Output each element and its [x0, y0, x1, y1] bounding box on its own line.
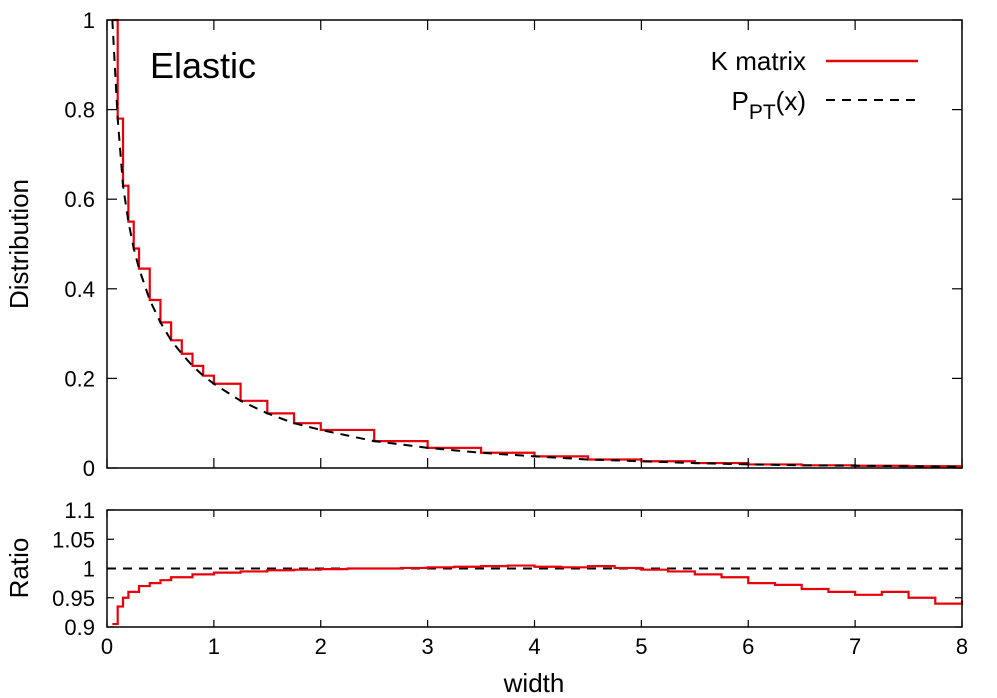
x-tick-label: 0 [101, 634, 113, 659]
legend-label-p-pt-subscript: PT [749, 101, 776, 124]
legend-label-p-pt-rest: (x) [776, 86, 806, 116]
panel-annotation: Elastic [150, 45, 256, 86]
x-tick-label: 2 [315, 634, 327, 659]
main-panel: 0 0.2 0.4 0.6 0.8 1 Elastic Distribution K ma… [4, 8, 964, 481]
x-axis-title: width [503, 668, 565, 698]
main-series-p-pt-x [111, 19, 963, 468]
y-tick-label: 1.05 [52, 527, 95, 552]
ratio-series-line-0 [112, 564, 964, 626]
y-tick-label: 1 [83, 557, 95, 582]
ratio-panel: 0 1 2 3 4 5 6 7 8 0.9 0.95 1 1.05 1.1 Ratio width [4, 498, 968, 698]
y-tick-label: 0.9 [64, 615, 95, 640]
legend-label-p-pt: PPT(x) [731, 86, 806, 124]
legend-label-k-matrix: K matrix [711, 46, 806, 76]
legend: K matrix PPT(x) [711, 46, 918, 124]
x-tick-label: 4 [528, 634, 540, 659]
y-tick-label: 0.8 [64, 98, 95, 123]
y-tick-label: 0.95 [52, 586, 95, 611]
x-tick-label: 7 [849, 634, 861, 659]
x-tick-label: 6 [742, 634, 754, 659]
ratio-y-axis-title: Ratio [4, 538, 34, 599]
main-y-axis-title: Distribution [4, 179, 34, 309]
y-tick-label: 0 [83, 456, 95, 481]
x-tick-label: 3 [422, 634, 434, 659]
x-tick-label: 5 [635, 634, 647, 659]
main-plot-frame [106, 19, 963, 469]
y-tick-label: 0.6 [64, 187, 95, 212]
main-axis-ticks: 0 0.2 0.4 0.6 0.8 1 [64, 8, 963, 481]
y-tick-label: 0.4 [64, 277, 95, 302]
main-series-layer [111, 18, 964, 468]
ratio-axis-ticks: 0 1 2 3 4 5 6 7 8 0.9 0.95 1 1.05 1.1 [52, 498, 968, 659]
x-tick-label: 1 [208, 634, 220, 659]
y-tick-label: 1 [83, 8, 95, 33]
x-tick-label: 8 [956, 634, 968, 659]
y-tick-label: 0.2 [64, 366, 95, 391]
legend-label-p-pt-main: P [731, 86, 748, 116]
y-tick-label: 1.1 [64, 498, 95, 523]
ratio-series-layer [107, 564, 964, 626]
